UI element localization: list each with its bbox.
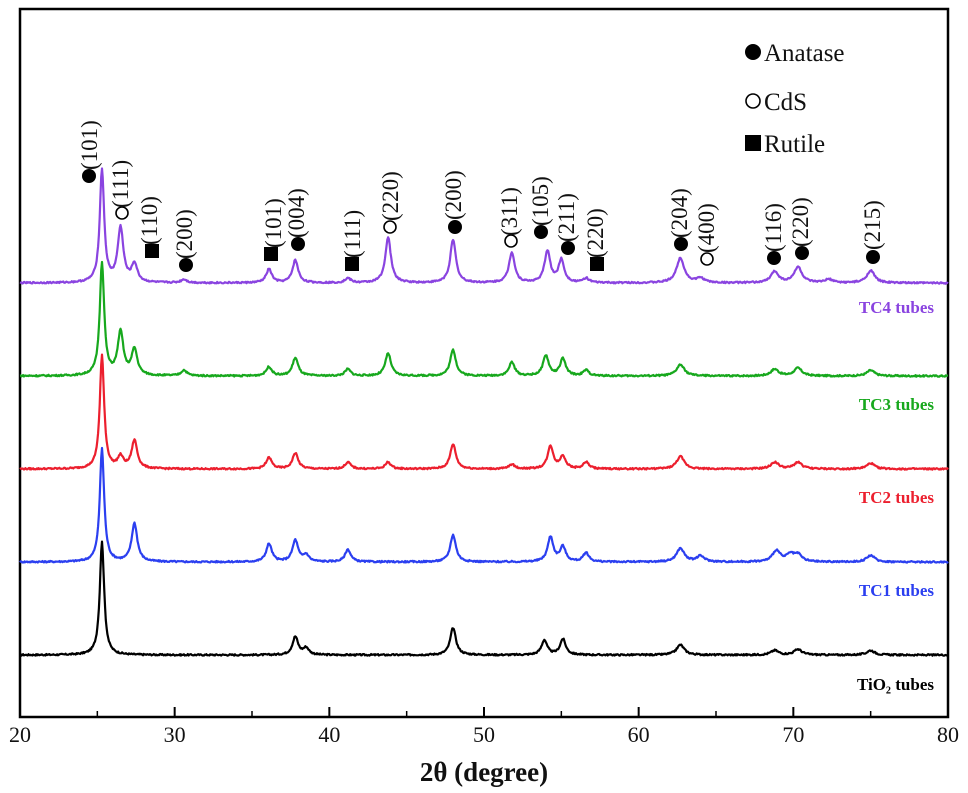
- x-tick-label-50: 50: [473, 722, 495, 747]
- rutile-marker-rutile-220: [590, 257, 604, 271]
- anatase-marker-anatase-105: [534, 225, 548, 239]
- peak-label-anatase-105: (105): [528, 176, 553, 226]
- peak-label-anatase-220: (220): [788, 197, 813, 247]
- x-axis-title: 2θ (degree): [420, 757, 548, 787]
- series-line-tc3-tubes: [19, 260, 949, 378]
- peak-label-rutile-111: (111): [340, 210, 365, 258]
- x-tick-label-60: 60: [628, 722, 650, 747]
- legend-label-cds: CdS: [764, 89, 807, 116]
- anatase-marker-anatase-004: [291, 237, 305, 251]
- anatase-marker-anatase-204: [674, 237, 688, 251]
- legend: Anatase CdS Rutile: [745, 40, 845, 158]
- peak-label-anatase-204: (204): [667, 188, 692, 238]
- anatase-marker-anatase-200: [448, 220, 462, 234]
- anatase-marker-anatase-220: [795, 246, 809, 260]
- legend-label-anatase: Anatase: [764, 40, 845, 67]
- peak-label-rutile-220: (220): [583, 208, 608, 258]
- peak-label-anatase-116: (116): [761, 203, 786, 252]
- cds-marker-cds-111: [115, 206, 129, 220]
- peak-label-cds-311: (311): [497, 187, 522, 236]
- series-line-tc1-tubes: [19, 446, 949, 564]
- cds-marker-cds-400: [700, 252, 714, 266]
- anatase-marker-anatase-211: [561, 241, 575, 255]
- anatase-marker-anatase-101: [82, 169, 96, 183]
- peak-annotation-layer: (101)(111)(110) (200) (101)(004) (111)(220)…: [77, 120, 885, 272]
- peak-label-anatase-211: (211): [554, 193, 579, 242]
- peak-label-cds-220: (220): [378, 171, 403, 221]
- series-label-tio-tubes: TiO₂ tubes: [857, 675, 934, 694]
- x-tick-label-40: 40: [318, 722, 340, 747]
- peak-label-anatase-215: (215): [860, 200, 885, 250]
- anatase-marker-anatase-116: [767, 251, 781, 265]
- x-tick-label-80: 80: [937, 722, 959, 747]
- peak-label-rutile-110: (110): [137, 196, 162, 245]
- peak-label-anatase-101: (101): [77, 120, 102, 170]
- peak-label-cds-400: (400): [694, 203, 719, 253]
- series-line-tc4-tubes: [19, 167, 949, 285]
- anatase-marker-anatase-215: [866, 250, 880, 264]
- x-tick-label-30: 30: [164, 722, 186, 747]
- series-label-tc4-tubes: TC4 tubes: [859, 298, 934, 317]
- cds-marker-cds-220: [383, 220, 397, 234]
- rutile-marker-rutile-110: [145, 244, 159, 258]
- x-tick-label-70: 70: [782, 722, 804, 747]
- series-line-tio-tubes: [19, 540, 949, 657]
- series-line-tc2-tubes: [19, 353, 949, 471]
- anatase-marker-anatase-200: [179, 258, 193, 272]
- cds-marker-cds-311: [504, 234, 518, 248]
- series-layer: TiO₂ tubes TC1 tubes TC2 tubes TC3 tubes TC4…: [19, 167, 949, 694]
- peak-label-anatase-200: (200): [441, 170, 466, 220]
- legend-rutile-marker: [745, 135, 761, 151]
- peak-label-cds-111: (111): [108, 160, 133, 208]
- series-label-tc3-tubes: TC3 tubes: [859, 395, 934, 414]
- plot-frame: [18, 7, 950, 719]
- x-axis: 20 30 40 50 60 70 80: [9, 707, 959, 747]
- legend-cds-marker: [745, 93, 761, 109]
- legend-label-rutile: Rutile: [764, 131, 825, 158]
- series-label-tc1-tubes: TC1 tubes: [859, 581, 934, 600]
- rutile-marker-rutile-111: [345, 257, 359, 271]
- x-tick-label-20: 20: [9, 722, 31, 747]
- series-label-tc2-tubes: TC2 tubes: [859, 488, 934, 507]
- peak-label-anatase-004: (004): [284, 188, 309, 238]
- peak-label-rutile-101: (101): [261, 198, 286, 248]
- rutile-marker-rutile-101: [264, 247, 278, 261]
- legend-anatase-marker: [745, 44, 761, 60]
- peak-label-anatase-200: (200): [172, 209, 197, 259]
